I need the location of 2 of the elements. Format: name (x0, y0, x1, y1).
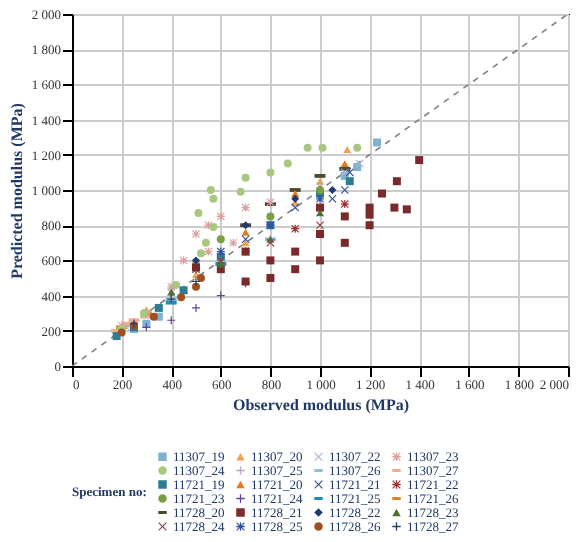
y-axis-title: Predicted modulus (MPa) (7, 102, 26, 279)
x-axis-title: Observed modulus (MPa) (233, 396, 410, 414)
